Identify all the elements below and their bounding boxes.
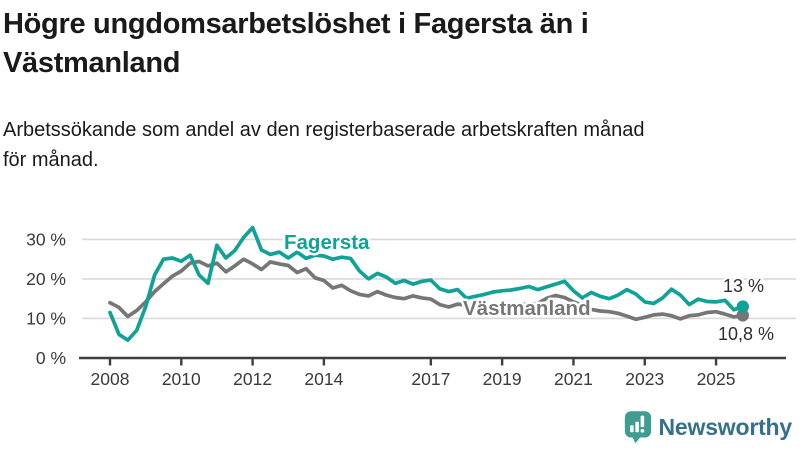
series-label-västmanland: Västmanland <box>463 297 591 320</box>
line-chart: 0 % 10 % 20 % 30 % 2008 2010 2012 2014 2017 2019 2… <box>0 211 800 393</box>
x-tick-label: 2023 <box>625 369 664 389</box>
x-tick-label: 2010 <box>162 369 201 389</box>
end-value-label-fagersta: 13 % <box>723 276 764 296</box>
x-tick-label: 2017 <box>411 369 450 389</box>
page-title-line2: Västmanland <box>3 47 181 79</box>
y-tick-label: 20 % <box>26 269 66 289</box>
newsworthy-logo-icon <box>624 411 651 444</box>
chart-subtitle-line1: Arbetssökande som andel av den registerb… <box>3 119 645 141</box>
chart-subtitle-line2: för månad. <box>3 149 99 171</box>
x-tick-label: 2008 <box>91 369 130 389</box>
end-value-label-västmanland: 10,8 % <box>718 324 774 344</box>
series-label-fagersta: Fagersta <box>284 231 370 254</box>
chart-subtitle: Arbetssökande som andel av den registerb… <box>3 115 793 175</box>
chart-svg: 0 % 10 % 20 % 30 % 2008 2010 2012 2014 2017 2019 2… <box>26 225 796 389</box>
y-tick-label: 0 % <box>36 348 66 368</box>
newsworthy-logo: Newsworthy <box>624 410 792 444</box>
västmanland-end-dot <box>736 309 749 322</box>
newsworthy-logo-text: Newsworthy <box>658 413 793 440</box>
x-tick-label: 2025 <box>697 369 736 389</box>
fagersta-line <box>108 225 745 343</box>
page-title: Högre ungdomsarbetslöshet i Fagersta än … <box>3 5 783 83</box>
x-tick-label: 2021 <box>554 369 593 389</box>
fagersta-end-dot <box>736 300 749 313</box>
page-title-line1: Högre ungdomsarbetslöshet i Fagersta än … <box>3 8 589 40</box>
y-tick-label: 10 % <box>26 308 66 328</box>
y-tick-label: 30 % <box>26 229 66 249</box>
x-tick-label: 2014 <box>304 369 343 389</box>
x-tick-label: 2019 <box>483 369 522 389</box>
x-tick-label: 2012 <box>233 369 272 389</box>
västmanland-line <box>108 257 745 322</box>
